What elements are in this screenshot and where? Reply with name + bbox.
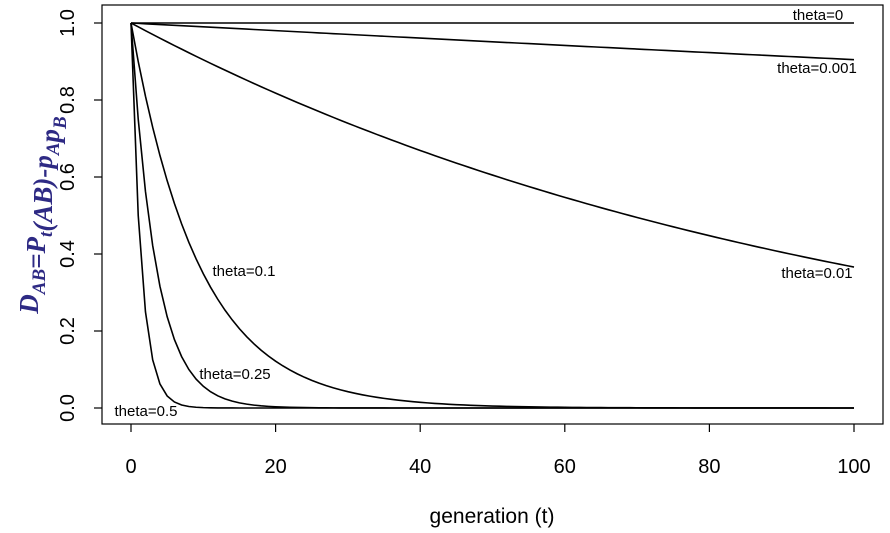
series-line xyxy=(130,22,854,409)
series-label: theta=0.25 xyxy=(199,366,270,383)
x-axis-title: generation (t) xyxy=(430,505,555,528)
y-tick-label: 0.6 xyxy=(57,163,79,191)
y-tick-label: 0.4 xyxy=(57,240,79,268)
series-label: theta=0.01 xyxy=(781,265,852,282)
y-tick-label: 1.0 xyxy=(57,9,79,37)
series-label: theta=0.1 xyxy=(213,263,276,280)
y-tick-label: 0.0 xyxy=(57,394,79,422)
series-label: theta=0.5 xyxy=(115,403,178,420)
x-tick-label: 100 xyxy=(837,456,870,478)
series-label: theta=0 xyxy=(793,7,843,24)
y-axis-title: DAB=Pt(AB)-pApB xyxy=(14,116,71,314)
x-axis: 0 20 40 60 80 100 xyxy=(125,424,871,478)
y-tick-label: 0.2 xyxy=(57,317,79,345)
series-line xyxy=(130,22,854,409)
series-labels: theta=0 theta=0.001 theta=0.01 theta=0.1 the… xyxy=(115,7,857,420)
x-tick-label: 0 xyxy=(125,456,136,478)
x-tick-label: 80 xyxy=(698,456,720,478)
plot-frame xyxy=(101,4,884,425)
series-line xyxy=(130,22,855,61)
series-line xyxy=(130,22,855,268)
series-lines xyxy=(130,22,855,409)
x-tick-label: 20 xyxy=(264,456,286,478)
x-tick-label: 60 xyxy=(554,456,576,478)
series-line xyxy=(130,22,854,409)
y-tick-label: 0.8 xyxy=(57,86,79,114)
y-axis: 0.0 0.2 0.4 0.6 0.8 1.0 xyxy=(57,9,102,422)
x-tick-label: 40 xyxy=(409,456,431,478)
series-label: theta=0.001 xyxy=(777,60,857,77)
